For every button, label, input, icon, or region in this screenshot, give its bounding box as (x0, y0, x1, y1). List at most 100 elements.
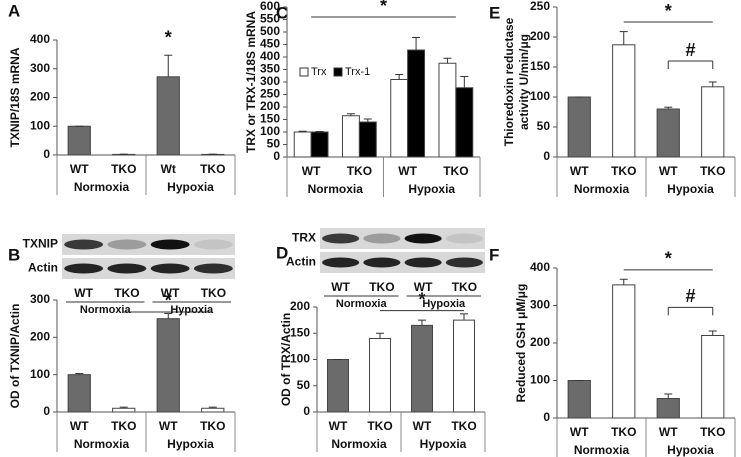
blot-lane-label: TKO (201, 286, 226, 300)
blot-band (150, 239, 190, 250)
y-tick-label: 150 (260, 112, 280, 126)
bar (156, 318, 180, 413)
y-tick-label: 300 (30, 292, 50, 306)
y-tick-label: 450 (260, 37, 280, 51)
blot-row-label: TXNIP (23, 237, 58, 251)
y-tick-label: 0 (543, 149, 550, 163)
x-tick-label: WT (413, 419, 432, 433)
blot-strip (62, 234, 235, 255)
bar (310, 131, 329, 158)
bar (112, 407, 136, 413)
x-tick-label: TKO (611, 425, 636, 439)
bar (453, 319, 475, 413)
x-tick-label: TKO (367, 419, 392, 433)
y-tick-label: 50 (267, 137, 281, 151)
blot-band (64, 263, 104, 274)
y-tick-label: 300 (30, 61, 50, 75)
y-tick-label: 400 (530, 260, 550, 274)
blot-group-label: Normoxia (80, 304, 132, 316)
blot-band (404, 257, 442, 268)
annotation: * (380, 0, 387, 16)
group-label: Normoxia (308, 182, 364, 196)
y-tick-label: 200 (260, 99, 280, 113)
bar (293, 131, 312, 158)
group-label: Normoxia (74, 180, 130, 194)
annotation: * (165, 27, 172, 47)
blot-band (445, 233, 483, 244)
blot-band (363, 233, 401, 244)
blot-band (193, 239, 233, 250)
bar (656, 398, 680, 419)
y-axis-label: OD of TXNIP/Actin (8, 304, 22, 409)
y-tick-label: 550 (260, 12, 280, 26)
y-axis-label: activity U/min/μg (517, 34, 531, 130)
panel-letter: B (8, 245, 20, 264)
bar (341, 115, 360, 158)
panel-letter: D (276, 243, 288, 262)
x-tick-label: Wt (161, 162, 176, 176)
x-tick-label: TKO (611, 164, 636, 178)
group-label: Normoxia (331, 437, 387, 451)
x-tick-label: TKO (700, 425, 725, 439)
x-tick-label: WT (570, 164, 589, 178)
group-label: Hypoxia (667, 443, 714, 457)
y-tick-label: 250 (530, 0, 550, 13)
annotation: * (665, 1, 672, 21)
y-axis-label: Reduced GSH μM/μg (514, 284, 528, 403)
x-tick-label: WT (329, 419, 348, 433)
bar (156, 76, 180, 156)
annotation: * (665, 249, 672, 269)
bar (455, 87, 474, 158)
y-axis-label: OD of TRX/Actin (279, 313, 293, 406)
group-label: Hypoxia (167, 180, 214, 194)
group-label: Normoxia (574, 182, 630, 196)
blot-lane-label: TKO (452, 280, 477, 294)
x-tick-label: WT (659, 164, 678, 178)
y-tick-label: 50 (297, 378, 311, 392)
y-axis-label: TRX or TRX-1/18S mRNA (244, 11, 258, 153)
y-tick-label: 100 (530, 89, 550, 103)
y-tick-label: 350 (260, 62, 280, 76)
group-label: Hypoxia (667, 182, 714, 196)
panel-letter: F (489, 245, 499, 264)
x-tick-label: TKO (111, 419, 136, 433)
y-tick-label: 100 (260, 124, 280, 138)
bar (612, 44, 636, 158)
bar (67, 125, 91, 156)
x-tick-label: TKO (200, 162, 225, 176)
blot-lane-label: TKO (114, 286, 139, 300)
y-tick-label: 200 (30, 90, 50, 104)
blot-band (193, 263, 233, 274)
x-tick-label: WT (659, 425, 678, 439)
y-tick-label: 500 (260, 24, 280, 38)
x-tick-label: WT (70, 162, 89, 176)
blot-group-label: Hypoxia (170, 304, 214, 316)
x-tick-label: WT (159, 419, 178, 433)
blot-band (445, 257, 483, 268)
legend-swatch (299, 67, 309, 77)
y-tick-label: 600 (260, 0, 280, 13)
bar (656, 108, 680, 158)
legend-label: Trx (311, 66, 327, 78)
y-tick-label: 0 (303, 404, 310, 418)
y-tick-label: 0 (43, 147, 50, 161)
y-tick-label: 100 (30, 367, 50, 381)
group-label: Normoxia (574, 443, 630, 457)
bar (612, 284, 636, 419)
x-tick-label: TKO (700, 164, 725, 178)
x-tick-label: WT (302, 164, 321, 178)
blot-row-label: Actin (286, 255, 316, 269)
x-tick-label: TKO (347, 164, 372, 178)
y-tick-label: 100 (290, 352, 310, 366)
legend-swatch (333, 67, 343, 77)
y-tick-label: 0 (543, 410, 550, 424)
group-label: Hypoxia (167, 437, 214, 451)
annotation: # (685, 286, 695, 306)
group-label: Normoxia (74, 437, 130, 451)
blot-lane-label: WT (161, 286, 180, 300)
y-tick-label: 200 (290, 299, 310, 313)
bar (407, 49, 426, 158)
blot-band (64, 239, 104, 250)
blot-strip (62, 258, 235, 279)
